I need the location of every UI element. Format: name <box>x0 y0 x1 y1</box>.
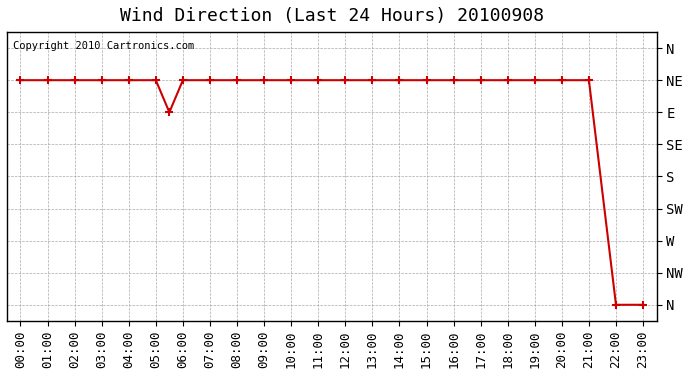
Text: Copyright 2010 Cartronics.com: Copyright 2010 Cartronics.com <box>13 41 195 51</box>
Title: Wind Direction (Last 24 Hours) 20100908: Wind Direction (Last 24 Hours) 20100908 <box>119 7 544 25</box>
